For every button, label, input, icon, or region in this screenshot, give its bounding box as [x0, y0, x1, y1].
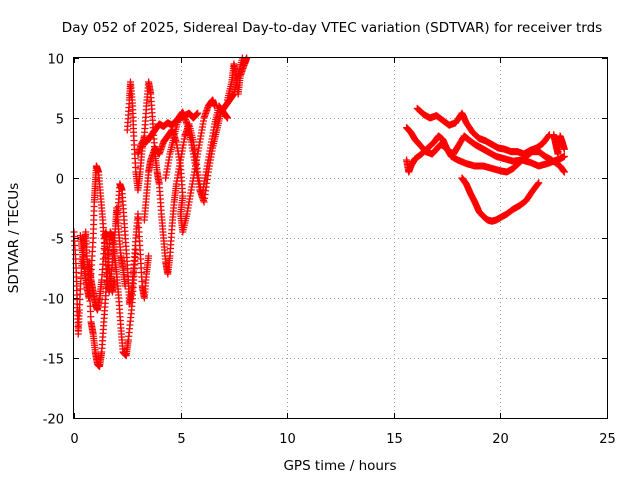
series-t12 — [413, 104, 553, 158]
x-tick-label: 20 — [492, 432, 509, 447]
data-point — [211, 102, 219, 110]
y-tick-label: 5 — [56, 113, 64, 128]
x-axis-label: GPS time / hours — [283, 458, 396, 474]
data-point — [224, 114, 232, 122]
data-point — [560, 145, 568, 153]
x-tick-label: 10 — [279, 432, 296, 447]
x-tick-label: 0 — [70, 432, 78, 447]
x-tick-label: 5 — [177, 432, 185, 447]
y-tick-label: -10 — [43, 293, 64, 308]
data-point — [145, 252, 153, 260]
series-t13 — [458, 174, 543, 225]
data-point — [534, 180, 542, 188]
data-point — [535, 179, 543, 187]
plot-frame — [73, 57, 608, 419]
series-t14 — [550, 131, 568, 158]
data-point — [111, 276, 119, 284]
y-tick-label: -15 — [43, 353, 64, 368]
data-point — [560, 168, 568, 176]
series-t9 — [224, 54, 251, 104]
data-markers — [70, 54, 568, 370]
data-point — [194, 109, 202, 117]
series-t3 — [85, 228, 119, 314]
series-t6 — [134, 109, 202, 158]
data-point — [560, 152, 568, 160]
y-tick-label: -5 — [51, 233, 64, 248]
x-tick-label: 15 — [386, 432, 403, 447]
y-axis-label: SDTVAR / TECUs — [6, 183, 22, 293]
y-tick-label: -20 — [43, 413, 64, 428]
grid — [74, 58, 607, 418]
x-tick-label: 25 — [599, 432, 616, 447]
chart-title: Day 052 of 2025, Sidereal Day-to-day VTE… — [62, 20, 602, 36]
y-tick-label: 0 — [56, 173, 64, 188]
axis-ticks: 0 5 10 15 20 25 -20 -15 -10 -5 0 5 10 — [43, 53, 616, 448]
y-tick-label: 10 — [47, 53, 64, 68]
series-t4 — [114, 180, 153, 308]
